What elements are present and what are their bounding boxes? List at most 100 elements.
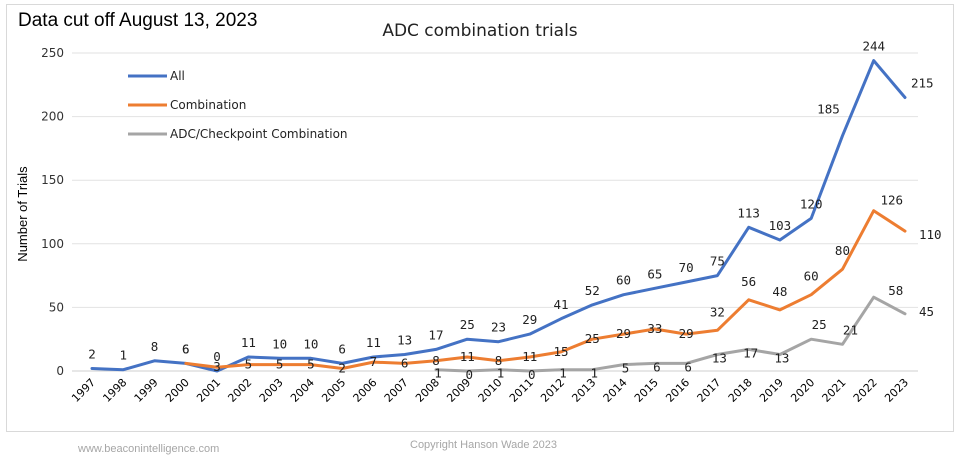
y-tick-label: 0 — [56, 364, 64, 378]
x-tick-label: 2007 — [382, 376, 411, 405]
y-tick-label: 200 — [41, 110, 64, 124]
x-tick-label: 1998 — [100, 376, 129, 405]
data-label: 1 — [497, 366, 505, 381]
data-label: 23 — [491, 320, 506, 335]
data-label: 29 — [522, 312, 537, 327]
y-tick-label: 100 — [41, 237, 64, 251]
data-label: 5 — [276, 357, 284, 372]
data-label: 41 — [554, 297, 569, 312]
data-label: 6 — [182, 341, 190, 356]
data-label: 6 — [684, 359, 692, 374]
data-label: 1 — [591, 366, 599, 381]
data-label: 185 — [817, 102, 840, 117]
x-tick-label: 2017 — [695, 376, 724, 405]
y-tick-label: 150 — [41, 173, 64, 187]
data-cutoff-note: Data cut off August 13, 2023 — [18, 10, 258, 31]
legend-label: Combination — [170, 98, 246, 112]
data-label: 70 — [679, 260, 694, 275]
data-label: 1 — [434, 366, 442, 381]
x-tick-label: 2015 — [632, 376, 661, 405]
x-tick-label: 2014 — [601, 376, 630, 405]
data-label: 29 — [679, 326, 694, 341]
data-label: 15 — [554, 344, 569, 359]
data-label: 110 — [919, 227, 942, 242]
data-label: 7 — [370, 354, 378, 369]
data-label: 113 — [737, 205, 760, 220]
data-label: 25 — [585, 331, 600, 346]
series-line-adc-checkpoint-combination — [434, 295, 907, 373]
data-label: 3 — [213, 359, 221, 374]
chart-title: ADC combination trials — [382, 21, 577, 41]
data-label: 58 — [888, 283, 903, 298]
x-tick-label: 2019 — [757, 376, 786, 405]
data-label: 48 — [772, 284, 787, 299]
x-tick-label: 2022 — [851, 376, 880, 405]
data-label: 0 — [213, 349, 221, 364]
data-label: 0 — [465, 367, 473, 382]
data-label: 32 — [710, 304, 725, 319]
data-label: 215 — [911, 76, 934, 91]
copyright-footer: Copyright Hanson Wade 2023 — [410, 439, 557, 451]
data-label: 8 — [432, 353, 440, 368]
data-label: 6 — [653, 359, 661, 374]
data-label: 11 — [366, 335, 381, 350]
x-tick-label: 2006 — [351, 376, 380, 405]
data-label: 103 — [769, 218, 792, 233]
x-tick-label: 2000 — [163, 376, 192, 405]
data-label: 52 — [585, 283, 600, 298]
y-axis-label: Number of Trials — [15, 166, 30, 262]
data-label: 126 — [880, 193, 903, 208]
data-label: 21 — [843, 322, 858, 337]
x-tick-label: 2002 — [225, 376, 254, 405]
x-tick-label: 2001 — [194, 376, 223, 405]
data-label: 60 — [616, 273, 631, 288]
data-label: 29 — [616, 326, 631, 341]
data-label: 8 — [151, 339, 159, 354]
data-label: 1 — [120, 348, 128, 363]
data-label: 17 — [428, 327, 443, 342]
gridlines — [72, 52, 918, 308]
y-tick-label: 50 — [49, 300, 64, 314]
data-label: 0 — [528, 367, 536, 382]
data-label: 2 — [88, 346, 96, 361]
data-label: 25 — [460, 317, 475, 332]
website-footer: www.beaconintelligence.com — [78, 443, 220, 455]
legend-label: ADC/Checkpoint Combination — [170, 127, 348, 141]
data-label: 6 — [182, 341, 190, 356]
series-line-combination — [184, 209, 907, 370]
data-label: 17 — [743, 345, 758, 360]
data-label: 8 — [495, 353, 503, 368]
data-label: 10 — [303, 336, 318, 351]
data-label: 5 — [622, 361, 630, 376]
data-label: 120 — [800, 196, 823, 211]
data-label: 60 — [804, 269, 819, 284]
data-label: 13 — [712, 350, 727, 365]
x-tick-label: 2018 — [726, 376, 755, 405]
data-label: 11 — [522, 349, 537, 364]
data-label: 244 — [862, 39, 885, 54]
x-tick-label: 2003 — [257, 376, 286, 405]
data-label: 65 — [647, 266, 662, 281]
x-tick-label: 2005 — [319, 376, 348, 405]
legend: All Combination ADC/Checkpoint Combination — [128, 69, 348, 141]
data-label: 13 — [397, 332, 412, 347]
data-label: 33 — [647, 321, 662, 336]
data-label: 11 — [460, 349, 475, 364]
data-label: 56 — [741, 274, 756, 289]
data-label: 45 — [919, 304, 934, 319]
data-label: 1 — [559, 366, 567, 381]
series-lines — [90, 59, 907, 373]
data-label: 6 — [401, 355, 409, 370]
data-label: 13 — [774, 350, 789, 365]
x-tick-label: 1997 — [69, 376, 98, 405]
data-label: 5 — [307, 357, 315, 372]
data-label: 80 — [835, 243, 850, 258]
data-label: 11 — [241, 335, 256, 350]
data-label: 6 — [338, 341, 346, 356]
data-label: 25 — [812, 317, 827, 332]
legend-label: All — [170, 69, 185, 83]
data-label: 10 — [272, 336, 287, 351]
data-label: 75 — [710, 254, 725, 269]
